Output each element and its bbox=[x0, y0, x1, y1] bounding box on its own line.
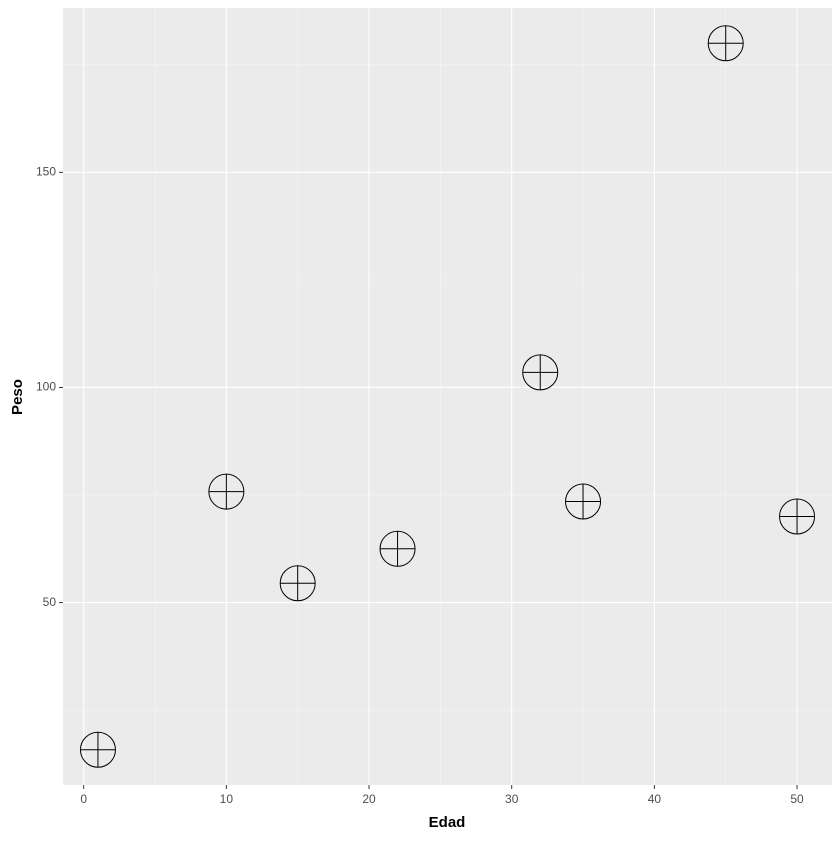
y-tick-label: 50 bbox=[43, 595, 57, 609]
x-tick-label: 30 bbox=[505, 792, 519, 806]
y-tick-label: 100 bbox=[36, 380, 56, 394]
x-tick-label: 50 bbox=[790, 792, 804, 806]
x-tick-label: 10 bbox=[220, 792, 234, 806]
panel bbox=[63, 8, 832, 785]
x-tick-label: 20 bbox=[362, 792, 376, 806]
x-tick-label: 40 bbox=[648, 792, 662, 806]
y-tick-label: 150 bbox=[36, 165, 56, 179]
x-axis-title: Edad bbox=[429, 814, 466, 831]
y-axis-title: Peso bbox=[9, 379, 26, 415]
x-tick-label: 0 bbox=[80, 792, 87, 806]
